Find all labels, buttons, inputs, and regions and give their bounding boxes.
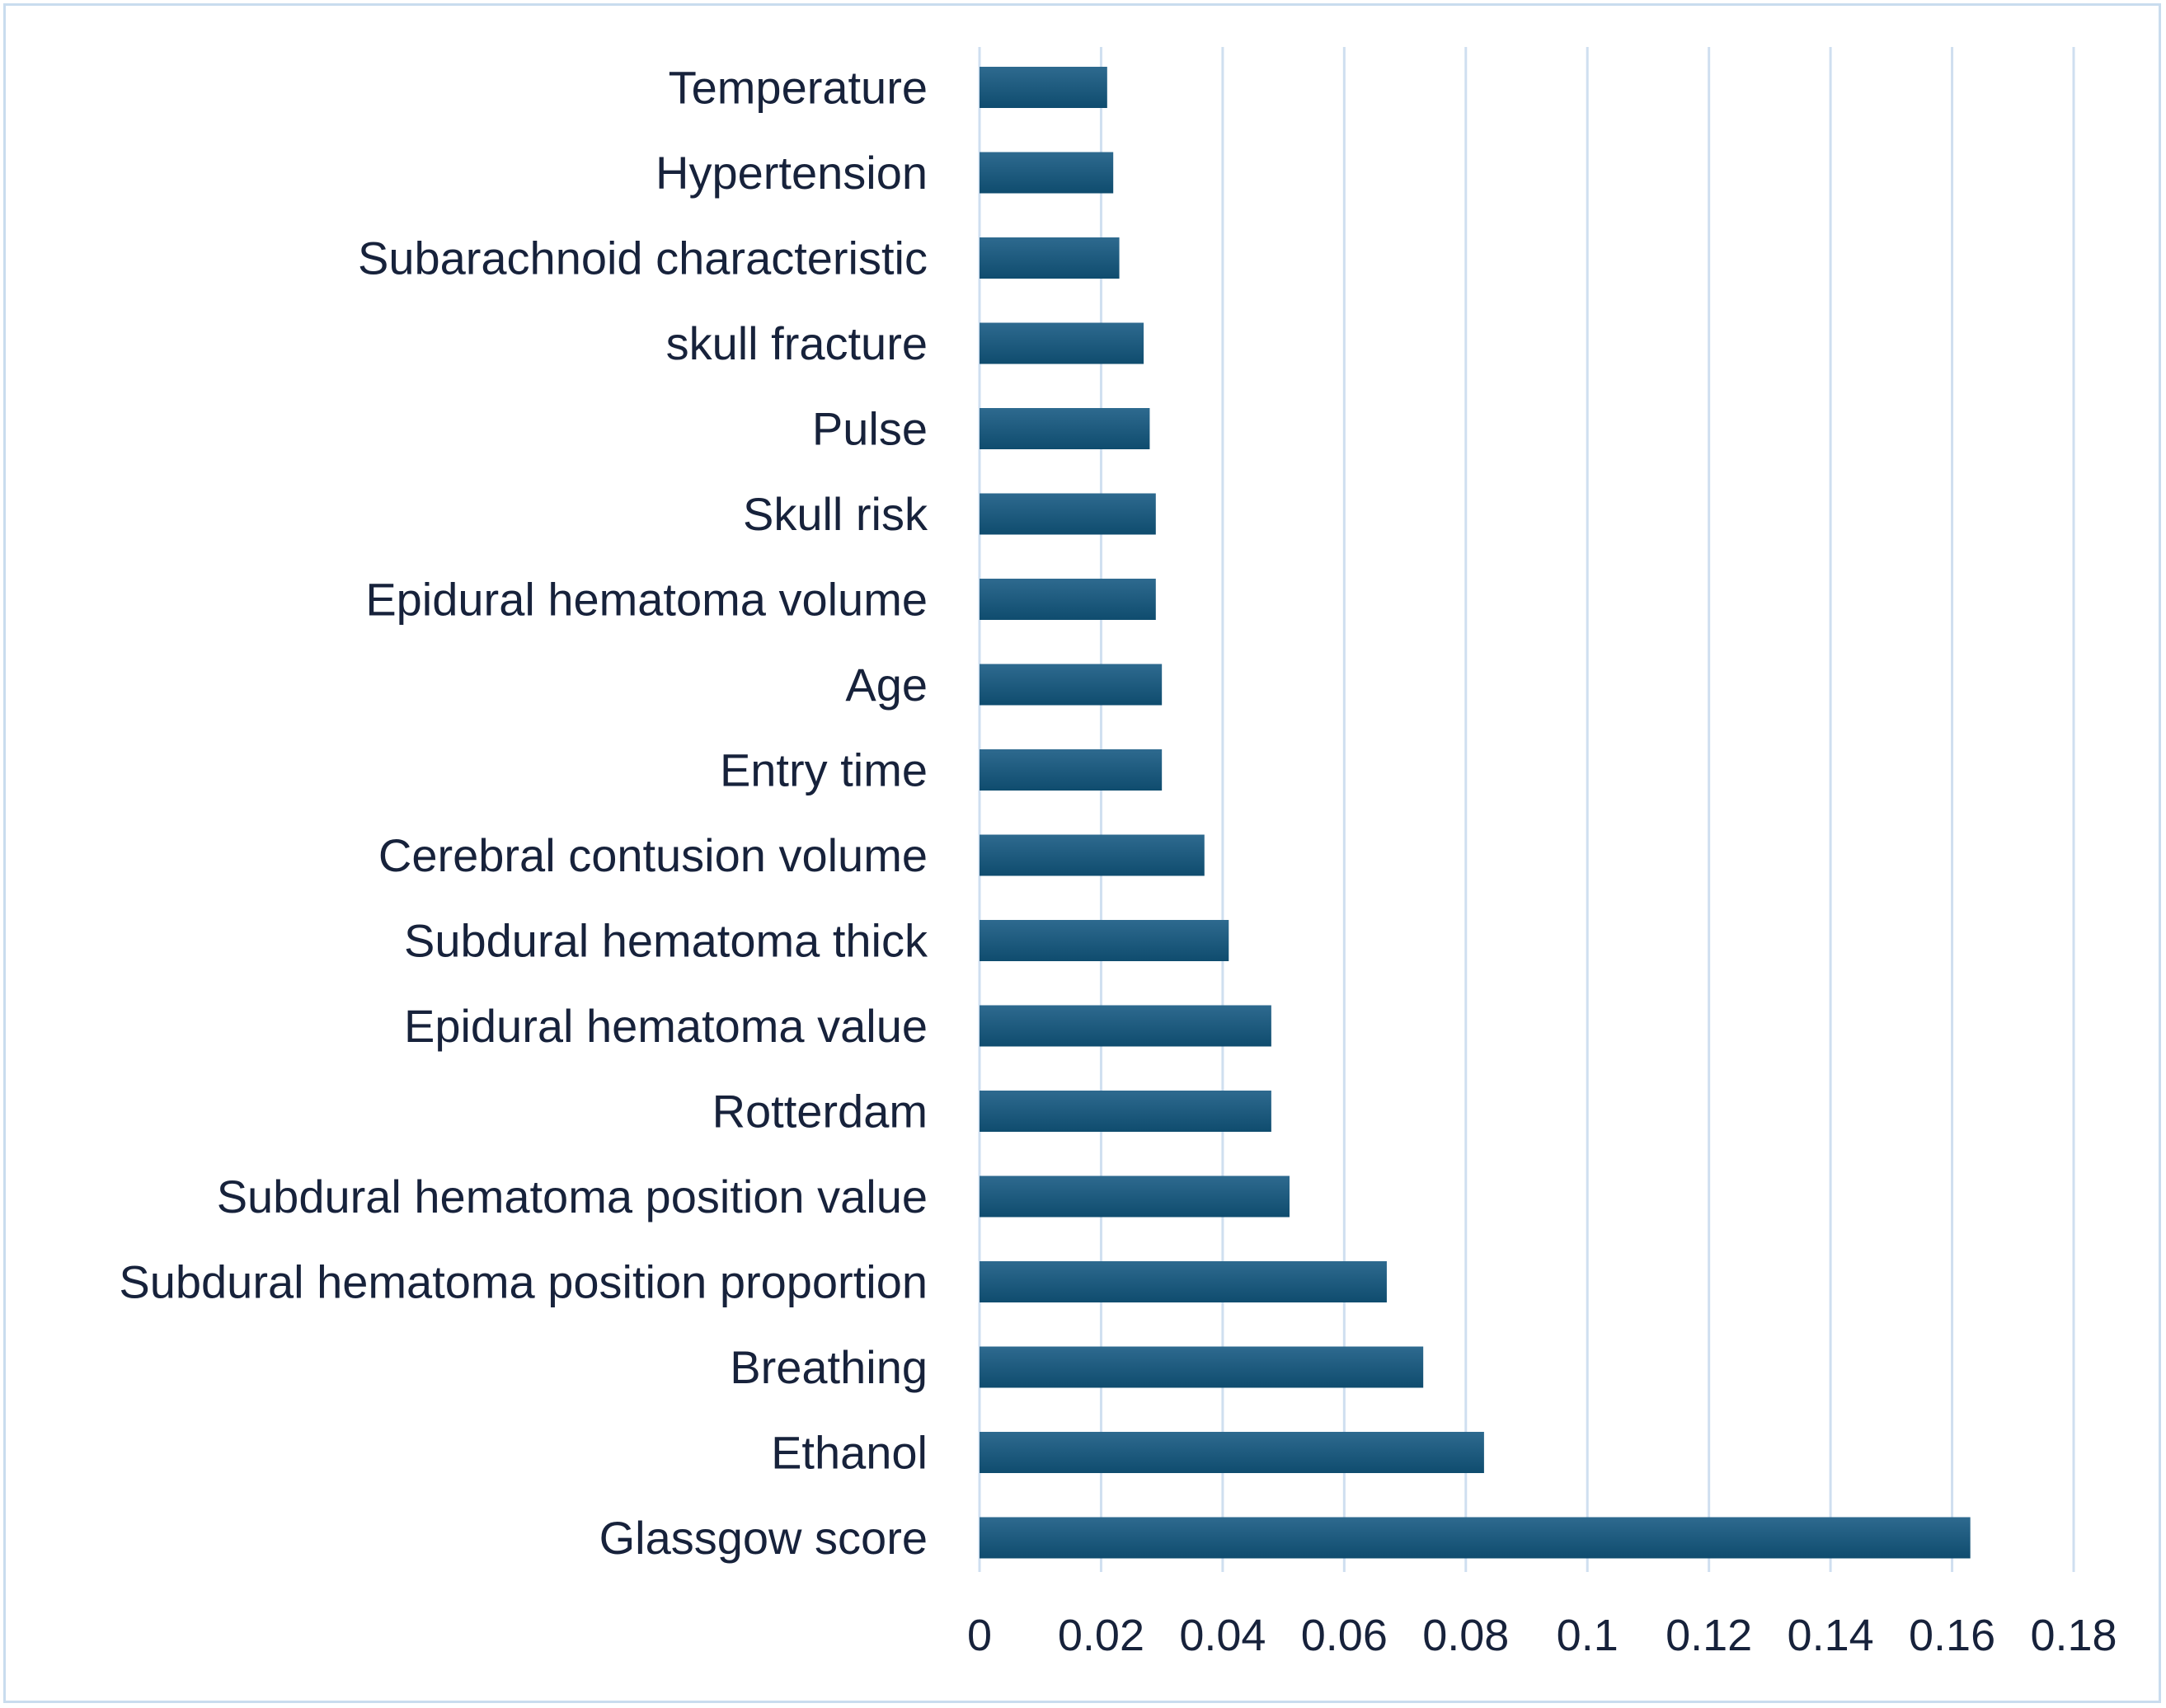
bar bbox=[980, 323, 1144, 364]
x-tick-label: 0.14 bbox=[1788, 1611, 1874, 1660]
x-tick-labels: 0 0.02 0.04 0.06 0.08 0.1 0.12 0.14 0.16 0.18 bbox=[967, 1611, 2117, 1660]
bar bbox=[980, 749, 1162, 791]
x-tick-label: 0.12 bbox=[1666, 1611, 1752, 1660]
bar bbox=[980, 152, 1113, 194]
category-label: Subdural hematoma position proportion bbox=[119, 1256, 928, 1308]
category-label: Age bbox=[845, 659, 928, 711]
bar bbox=[980, 579, 1156, 620]
chart-frame: Temperature Hypertension Subarachnoid char… bbox=[3, 3, 2161, 1703]
category-label: Epidural hematoma value bbox=[404, 1000, 928, 1052]
x-tick-label: 0 bbox=[967, 1611, 992, 1660]
x-tick-label: 0.06 bbox=[1301, 1611, 1388, 1660]
category-label: Glassgow score bbox=[599, 1512, 928, 1564]
x-tick-label: 0.02 bbox=[1058, 1611, 1144, 1660]
category-label: Subarachnoid characteristic bbox=[358, 232, 928, 284]
bar bbox=[980, 835, 1205, 876]
category-label: Temperature bbox=[669, 62, 928, 114]
bar bbox=[980, 1261, 1387, 1302]
bar bbox=[980, 1091, 1271, 1132]
category-label: Subdural hematoma position value bbox=[217, 1171, 928, 1222]
category-labels: Temperature Hypertension Subarachnoid char… bbox=[119, 62, 928, 1565]
bar bbox=[980, 494, 1156, 535]
bar bbox=[980, 1518, 1971, 1559]
category-label: Entry time bbox=[720, 744, 928, 796]
category-label: Breathing bbox=[730, 1341, 928, 1393]
category-label: Pulse bbox=[812, 403, 928, 455]
category-label: skull fracture bbox=[666, 317, 928, 369]
category-label: Epidural hematoma volume bbox=[365, 574, 928, 626]
x-tick-label: 0.04 bbox=[1179, 1611, 1266, 1660]
bar bbox=[980, 1347, 1423, 1388]
category-label: Hypertension bbox=[655, 147, 928, 199]
bar bbox=[980, 920, 1229, 961]
bar bbox=[980, 237, 1120, 279]
bars bbox=[980, 67, 1971, 1559]
category-label: Subdural hematoma thick bbox=[404, 915, 928, 967]
category-label: Ethanol bbox=[771, 1427, 928, 1479]
bar bbox=[980, 1432, 1484, 1473]
bar bbox=[980, 408, 1149, 449]
x-tick-label: 0.16 bbox=[1909, 1611, 1995, 1660]
category-label: Skull risk bbox=[743, 488, 928, 540]
bar-chart: Temperature Hypertension Subarachnoid char… bbox=[6, 6, 2164, 1706]
bar bbox=[980, 67, 1107, 108]
category-label: Cerebral contusion volume bbox=[378, 829, 928, 881]
gridlines bbox=[980, 47, 2074, 1572]
bar bbox=[980, 1176, 1290, 1218]
x-tick-label: 0.18 bbox=[2030, 1611, 2117, 1660]
bar bbox=[980, 664, 1162, 706]
x-tick-label: 0.1 bbox=[1557, 1611, 1619, 1660]
x-tick-label: 0.08 bbox=[1422, 1611, 1509, 1660]
bar bbox=[980, 1006, 1271, 1047]
category-label: Rotterdam bbox=[712, 1086, 928, 1138]
